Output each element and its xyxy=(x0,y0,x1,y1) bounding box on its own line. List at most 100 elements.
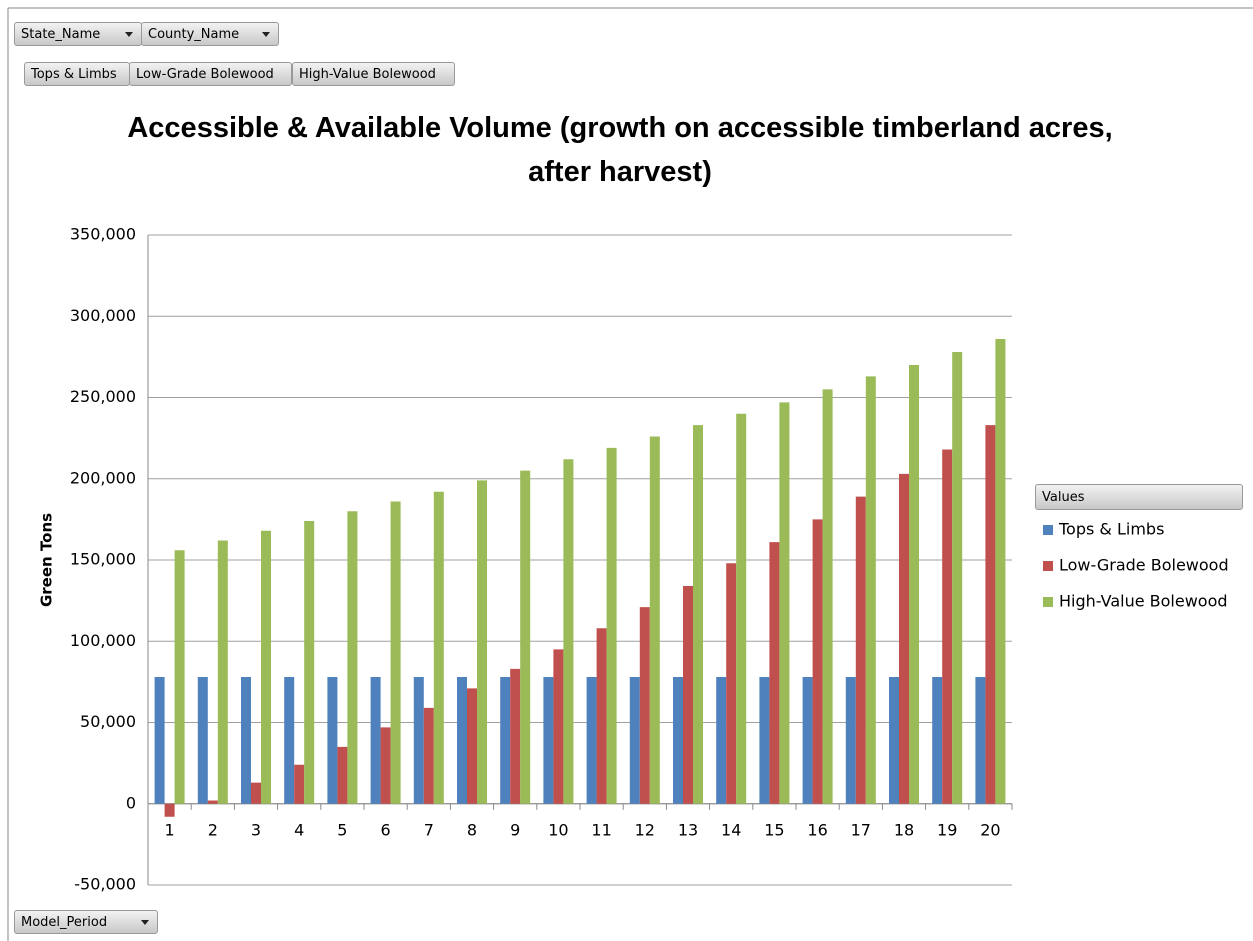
bar xyxy=(995,339,1006,804)
y-axis-label: Green Tons xyxy=(38,513,56,607)
bar xyxy=(164,803,175,817)
y-tick-label: 350,000 xyxy=(70,225,136,244)
bar xyxy=(553,649,564,804)
x-tick-label: 2 xyxy=(208,820,218,839)
bar xyxy=(380,727,391,804)
bar xyxy=(899,473,909,804)
legend-title[interactable]: Values xyxy=(1035,484,1243,510)
bar xyxy=(467,688,477,804)
bar xyxy=(327,677,338,804)
bar xyxy=(639,607,650,804)
x-tick-label: 11 xyxy=(591,820,611,839)
bar xyxy=(975,677,986,804)
bar xyxy=(822,389,833,804)
bar xyxy=(855,496,866,804)
legend-swatch xyxy=(1043,597,1053,607)
bar xyxy=(197,677,208,804)
bar xyxy=(390,501,401,804)
x-tick-label: 6 xyxy=(381,820,391,839)
bar xyxy=(370,677,381,804)
y-tick-label: 150,000 xyxy=(70,550,136,569)
bar xyxy=(606,447,617,804)
bar xyxy=(942,449,953,804)
bar xyxy=(889,677,899,804)
bar xyxy=(294,764,305,804)
x-tick-label: 7 xyxy=(424,820,434,839)
bar xyxy=(769,542,780,804)
bar xyxy=(812,519,823,804)
bar xyxy=(241,677,251,804)
bar xyxy=(673,677,683,804)
bar xyxy=(693,425,703,804)
x-tick-label: 10 xyxy=(548,820,568,839)
bar xyxy=(779,402,790,804)
bar xyxy=(736,413,747,804)
x-tick-label: 17 xyxy=(851,820,871,839)
bar xyxy=(802,677,813,804)
legend-label: High-Value Bolewood xyxy=(1059,592,1228,611)
bar xyxy=(154,677,165,804)
legend-label: Tops & Limbs xyxy=(1058,520,1164,539)
bar xyxy=(683,586,693,804)
bar xyxy=(304,521,315,804)
series-button[interactable]: Tops & Limbs xyxy=(24,62,130,86)
bar xyxy=(629,677,640,804)
x-tick-label: 12 xyxy=(635,820,655,839)
bar xyxy=(477,480,487,804)
series-button[interactable]: Low-Grade Bolewood xyxy=(129,62,292,86)
x-tick-label: 16 xyxy=(807,820,827,839)
y-tick-label: 100,000 xyxy=(70,631,136,650)
bar xyxy=(563,459,574,804)
bar xyxy=(433,491,444,804)
bar xyxy=(932,677,943,804)
bar xyxy=(649,436,660,804)
bar xyxy=(716,677,727,804)
bar xyxy=(413,677,424,804)
x-tick-label: 5 xyxy=(337,820,347,839)
bar xyxy=(217,540,228,804)
x-tick-label: 20 xyxy=(980,820,1000,839)
bar xyxy=(500,677,511,804)
bar xyxy=(909,365,919,804)
x-tick-label: 3 xyxy=(251,820,261,839)
y-tick-label: 250,000 xyxy=(70,387,136,406)
bar xyxy=(586,677,597,804)
chart-title: Accessible & Available Volume (growth on… xyxy=(127,112,1113,188)
y-tick-label: 200,000 xyxy=(70,468,136,487)
bar xyxy=(543,677,554,804)
x-tick-label: 1 xyxy=(165,820,175,839)
bar xyxy=(207,800,218,804)
bar xyxy=(251,782,261,804)
bar xyxy=(284,677,295,804)
filter-button[interactable]: State_Name xyxy=(14,22,142,46)
legend-label: Low-Grade Bolewood xyxy=(1059,556,1229,575)
bar xyxy=(510,668,521,804)
bar xyxy=(174,550,185,804)
y-tick-label: 300,000 xyxy=(70,306,136,325)
bar xyxy=(985,425,996,804)
x-tick-label: 13 xyxy=(678,820,698,839)
y-tick-label: 50,000 xyxy=(80,712,136,731)
legend-swatch xyxy=(1043,525,1053,535)
x-tick-label: 19 xyxy=(937,820,957,839)
x-tick-label: 18 xyxy=(894,820,914,839)
y-tick-label: -50,000 xyxy=(74,875,136,894)
x-tick-label: 15 xyxy=(764,820,784,839)
filter-button[interactable]: County_Name xyxy=(141,22,279,46)
bar xyxy=(865,376,876,804)
x-tick-label: 9 xyxy=(510,820,520,839)
bar xyxy=(952,352,963,804)
bar xyxy=(726,563,737,804)
bar xyxy=(457,677,467,804)
bar xyxy=(520,470,531,804)
bar xyxy=(347,511,358,804)
bar xyxy=(261,530,271,804)
series-button[interactable]: High-Value Bolewood xyxy=(292,62,455,86)
axis-field-button[interactable]: Model_Period xyxy=(14,910,158,934)
x-tick-label: 14 xyxy=(721,820,741,839)
legend-swatch xyxy=(1043,561,1053,571)
bar xyxy=(759,677,770,804)
bar xyxy=(337,746,348,804)
